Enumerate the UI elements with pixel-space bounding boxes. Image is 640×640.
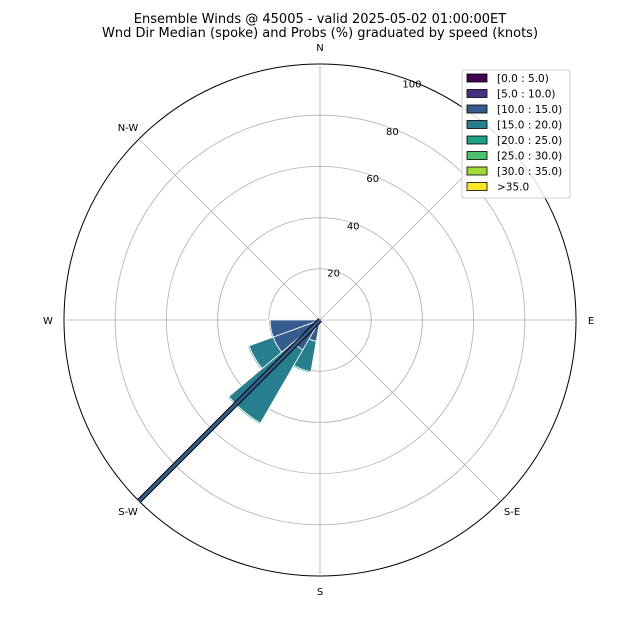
legend-swatch: [466, 73, 488, 83]
legend-label: [25.0 : 30.0): [497, 151, 562, 163]
direction-label: S: [317, 587, 323, 598]
legend-box: [461, 69, 571, 199]
radial-tick-labels: 20 40 60 80 100: [327, 79, 421, 279]
legend-label: [5.0 : 10.0): [497, 89, 555, 101]
median-spoke: [137, 318, 322, 503]
legend-swatch: [466, 135, 488, 145]
direction-label: N-W: [118, 123, 139, 134]
direction-label: W: [43, 316, 53, 327]
direction-label: N: [316, 43, 323, 54]
legend-swatch: [466, 166, 488, 176]
legend-swatch: [466, 89, 488, 98]
radial-tick-label: 40: [347, 221, 360, 232]
radial-tick-label: 80: [386, 127, 399, 138]
legend-label: [10.0 : 15.0): [497, 104, 562, 116]
radial-tick-label: 60: [366, 174, 379, 185]
direction-label: S-W: [118, 507, 138, 518]
wind-bars: [227, 319, 321, 425]
legend-label: [30.0 : 35.0): [497, 166, 562, 178]
chart-title: Ensemble Winds @ 45005 - valid 2025-05-0…: [134, 12, 506, 27]
legend-swatch: [466, 182, 488, 191]
direction-label: S-E: [504, 507, 520, 518]
legend-swatch: [466, 104, 488, 114]
legend-swatch: [466, 151, 488, 160]
radial-tick-label: 100: [402, 79, 421, 90]
legend-label: >35.0: [497, 182, 529, 194]
median-spoke-line: [137, 318, 322, 503]
legend-label: [0.0 : 5.0): [497, 73, 549, 85]
direction-labels: N N-W W S-W S S-E E: [43, 43, 594, 598]
direction-label: E: [588, 316, 594, 327]
legend: [0.0 : 5.0) [5.0 : 10.0) [10.0 : 15.0) [15.…: [461, 69, 571, 199]
legend-label: [20.0 : 25.0): [497, 135, 562, 147]
grid-spoke: [138, 138, 321, 321]
grid-spoke: [319, 319, 502, 502]
chart-subtitle: Wnd Dir Median (spoke) and Probs (%) gra…: [102, 26, 538, 41]
wind-bar-segment: [227, 395, 262, 425]
wind-bar-segment: [247, 345, 263, 370]
radial-tick-label: 20: [327, 269, 340, 280]
wind-bar-segment: [267, 319, 273, 339]
legend-swatch: [466, 120, 488, 129]
legend-label: [15.0 : 20.0): [497, 120, 562, 132]
